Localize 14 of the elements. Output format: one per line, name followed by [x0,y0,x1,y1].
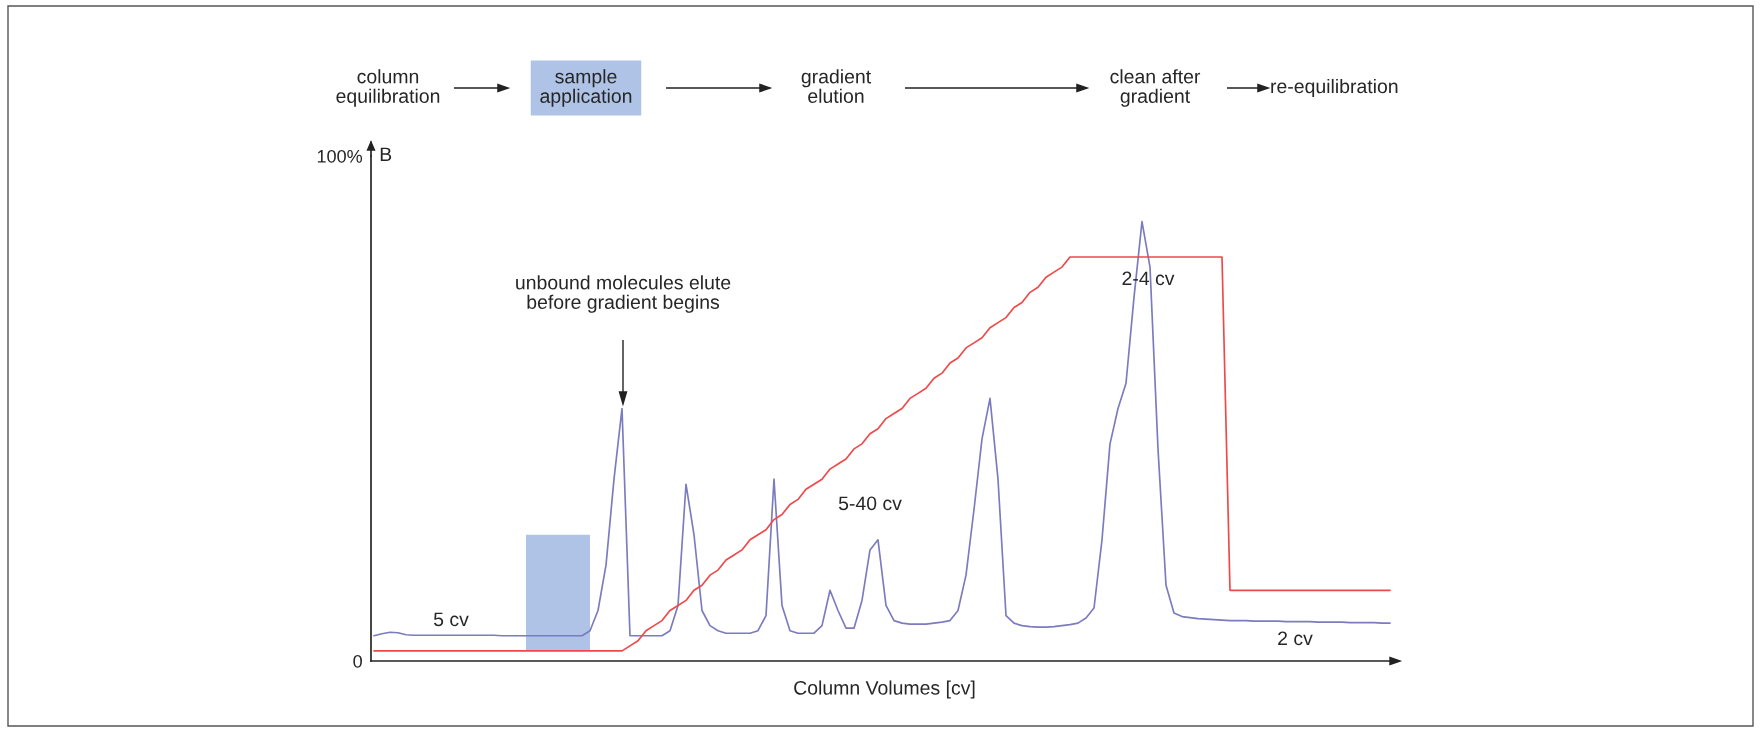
y-tick-label: 0 [353,654,362,668]
annotation: 2-4 cv [1122,271,1175,286]
text: gradient elution [801,69,871,103]
annotation: unbound molecules elute before gradient begins [516,275,731,313]
x-axis-title: Column Volumes [cv] [794,680,975,699]
y-tick-label: 100% [317,149,363,163]
text: clean after gradient [1110,69,1201,107]
annotation: 5-40 cv [838,496,902,511]
text: column equilibration [336,69,440,107]
y-axis-title: B [380,147,392,162]
text: sample application [540,69,632,107]
annotation: 2 cv [1278,631,1313,646]
text: re-equilibration [1271,78,1398,98]
annotation: 5 cv [433,612,469,627]
